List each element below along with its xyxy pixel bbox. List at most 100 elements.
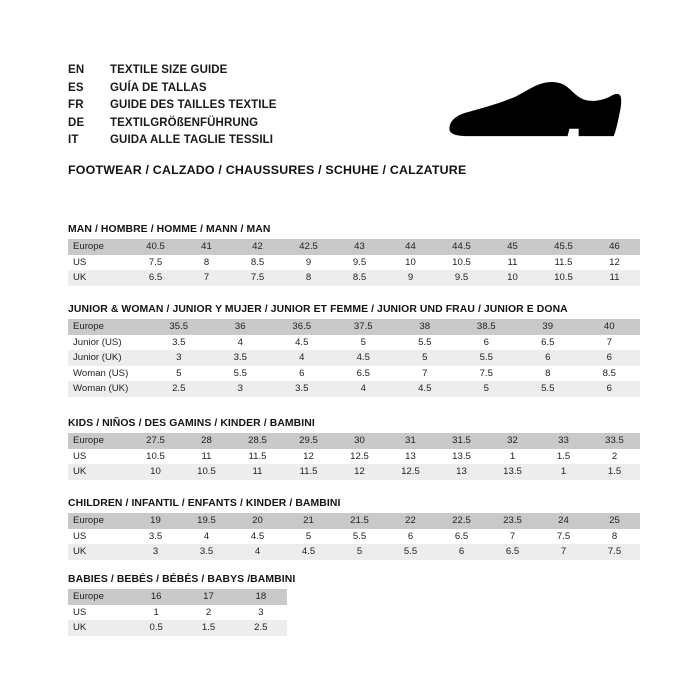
size-cell: 7.5: [232, 270, 283, 286]
size-cell: 10.5: [436, 254, 487, 270]
size-cell: 6: [455, 334, 517, 350]
column-header-cell: 43: [334, 239, 385, 255]
row-label: UK: [68, 464, 130, 480]
column-header-cell: 37.5: [332, 319, 394, 335]
column-header-cell: 28.5: [232, 433, 283, 449]
row-label: US: [68, 448, 130, 464]
size-cell: 6: [436, 544, 487, 560]
column-header-cell: 21.5: [334, 513, 385, 529]
column-header-cell: 45.5: [538, 239, 589, 255]
size-cell: 8.5: [232, 254, 283, 270]
table-row: US 1 2 3: [68, 604, 287, 620]
column-header-cell: 23.5: [487, 513, 538, 529]
size-section: BABIES / BEBÉS / BÉBÉS / BABYS /BAMBINI E…: [68, 574, 295, 636]
size-table: Europe 27.5 28 28.5 29.5 30 31 31.5 32 33 33.5 US 10…: [68, 433, 640, 480]
size-cell: 7.5: [455, 365, 517, 381]
size-cell: 7: [538, 544, 589, 560]
column-header-cell: 44: [385, 239, 436, 255]
size-table: Europe 40.5 41 42 42.5 43 44 44.5 45 45.5 46 US 7.5 8…: [68, 239, 640, 286]
size-cell: 5.5: [334, 528, 385, 544]
size-cell: 10: [130, 464, 181, 480]
size-cell: 4.5: [394, 381, 456, 397]
language-code: EN: [68, 64, 85, 76]
column-header-cell: 35.5: [148, 319, 210, 335]
row-label: Woman (US): [68, 365, 148, 381]
column-header-cell: 24: [538, 513, 589, 529]
language-code: DE: [68, 116, 85, 129]
language-code: FR: [68, 99, 84, 112]
language-row: ES GUÍA DE TALLAS: [68, 82, 488, 100]
size-section: CHILDREN / INFANTIL / ENFANTS / KINDER /…: [68, 498, 640, 560]
row-label: US: [68, 254, 130, 270]
size-cell: 13: [385, 448, 436, 464]
size-cell: 12: [334, 464, 385, 480]
column-header-cell: 31: [385, 433, 436, 449]
language-code: ES: [68, 81, 84, 94]
row-label: Junior (US): [68, 334, 148, 350]
column-header-cell: 18: [234, 589, 287, 605]
size-cell: 5.5: [455, 350, 517, 366]
column-header-cell: 19.5: [181, 513, 232, 529]
size-cell: 6: [578, 381, 640, 397]
size-cell: 6: [578, 350, 640, 366]
size-cell: 11: [589, 270, 640, 286]
size-cell: 3.5: [271, 381, 333, 397]
size-cell: 8: [181, 254, 232, 270]
size-cell: 4: [332, 381, 394, 397]
column-header-cell: 33.5: [589, 433, 640, 449]
size-cell: 7.5: [589, 544, 640, 560]
size-cell: 5: [148, 365, 210, 381]
size-cell: 12: [283, 448, 334, 464]
size-cell: 5: [455, 381, 517, 397]
size-cell: 12.5: [334, 448, 385, 464]
size-cell: 3.5: [181, 544, 232, 560]
size-cell: 6.5: [487, 544, 538, 560]
size-table: Europe 19 19.5 20 21 21.5 22 22.5 23.5 24 25 US 3.5 4…: [68, 513, 640, 560]
size-cell: 6.5: [436, 528, 487, 544]
size-cell: 1: [538, 464, 589, 480]
size-cell: 8: [517, 365, 579, 381]
column-header-cell: 29.5: [283, 433, 334, 449]
table-header-row: Europe 35.5 36 36.5 37.5 38 38.5 39 40: [68, 319, 640, 335]
size-cell: 4.5: [283, 544, 334, 560]
column-header-cell: 28: [181, 433, 232, 449]
size-cell: 8: [589, 528, 640, 544]
column-header-cell: 45: [487, 239, 538, 255]
size-cell: 5: [334, 544, 385, 560]
column-header-cell: 42.5: [283, 239, 334, 255]
size-cell: 13: [436, 464, 487, 480]
column-header-cell: 36.5: [271, 319, 333, 335]
size-cell: 1: [130, 604, 183, 620]
size-table: Europe 35.5 36 36.5 37.5 38 38.5 39 40 Junior (US…: [68, 319, 640, 397]
table-row: UK 6.5 7 7.5 8 8.5 9 9.5 10 10.5 11: [68, 270, 640, 286]
size-cell: 3: [130, 544, 181, 560]
row-label: Europe: [68, 433, 130, 449]
size-cell: 8: [283, 270, 334, 286]
row-label: UK: [68, 544, 130, 560]
size-cell: 5: [332, 334, 394, 350]
size-cell: 9.5: [436, 270, 487, 286]
section-title: MAN / HOMBRE / HOMME / MANN / MAN: [68, 224, 271, 235]
column-header-cell: 17: [182, 589, 235, 605]
size-cell: 12: [589, 254, 640, 270]
row-label: Europe: [68, 513, 130, 529]
column-header-cell: 40: [578, 319, 640, 335]
size-cell: 3: [234, 604, 287, 620]
language-code: IT: [68, 134, 79, 147]
size-cell: 4.5: [332, 350, 394, 366]
size-cell: 1: [487, 448, 538, 464]
size-cell: 4: [209, 334, 271, 350]
size-cell: 0.5: [130, 620, 183, 636]
size-cell: 9: [283, 254, 334, 270]
language-title: GUIDE DES TAILLES TEXTILE: [110, 99, 277, 112]
size-cell: 3: [209, 381, 271, 397]
column-header-cell: 33: [538, 433, 589, 449]
table-header-row: Europe 16 17 18: [68, 589, 287, 605]
section-title: CHILDREN / INFANTIL / ENFANTS / KINDER /…: [68, 498, 341, 509]
size-cell: 11.5: [283, 464, 334, 480]
size-cell: 3.5: [209, 350, 271, 366]
size-section: KIDS / NIÑOS / DES GAMINS / KINDER / BAM…: [68, 418, 640, 480]
size-cell: 13.5: [487, 464, 538, 480]
column-header-cell: 22.5: [436, 513, 487, 529]
